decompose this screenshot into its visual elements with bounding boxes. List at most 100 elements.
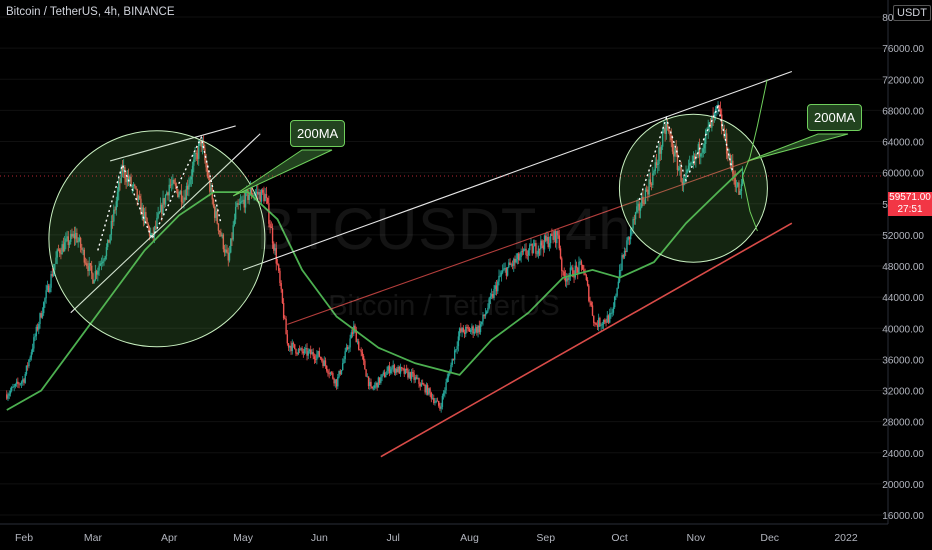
candle-body bbox=[721, 114, 723, 129]
candle-body bbox=[294, 344, 296, 349]
candle-body bbox=[657, 163, 659, 165]
candle-body bbox=[670, 135, 672, 141]
candle-body bbox=[658, 147, 660, 164]
candle-body bbox=[426, 385, 429, 395]
candle-body bbox=[52, 269, 55, 277]
price-tick-label: 16000.00 bbox=[882, 511, 924, 522]
candle-body bbox=[216, 211, 218, 224]
candle-body bbox=[514, 258, 516, 263]
candle-body bbox=[556, 231, 558, 244]
candle-body bbox=[12, 387, 14, 388]
ma-callout-pointer-right bbox=[747, 133, 849, 162]
candle-body bbox=[318, 351, 321, 357]
candle-body bbox=[700, 153, 702, 157]
candle-body bbox=[134, 184, 136, 187]
candle-body bbox=[435, 400, 437, 402]
candle-body bbox=[280, 283, 282, 290]
candle-body bbox=[355, 329, 357, 343]
candle-body bbox=[449, 373, 451, 375]
candle-body bbox=[595, 323, 597, 325]
candle-body bbox=[472, 326, 474, 334]
candle-body bbox=[724, 133, 727, 138]
candle-body bbox=[215, 211, 217, 218]
candle-body bbox=[506, 267, 509, 276]
candle-body bbox=[38, 324, 40, 330]
candle-body bbox=[533, 243, 536, 247]
candle-body bbox=[99, 263, 101, 266]
candle-body bbox=[425, 385, 428, 393]
candle-body bbox=[172, 179, 174, 185]
candle-body bbox=[201, 142, 204, 147]
candle-body bbox=[499, 275, 501, 277]
candle-body bbox=[271, 228, 274, 244]
candle-body bbox=[270, 227, 273, 229]
candle-body bbox=[719, 109, 722, 115]
candle-body bbox=[356, 341, 359, 343]
candle-body bbox=[314, 359, 317, 360]
candle-body bbox=[551, 233, 553, 237]
candle-body bbox=[586, 279, 589, 286]
candle-body bbox=[93, 280, 95, 284]
candle-body bbox=[374, 385, 376, 388]
price-tick-label: 36000.00 bbox=[882, 355, 924, 366]
double-top-pattern bbox=[97, 135, 222, 251]
candle-body bbox=[727, 153, 729, 159]
time-tick-label: Feb bbox=[15, 532, 33, 544]
candle-body bbox=[423, 384, 425, 386]
candle-body bbox=[214, 206, 216, 218]
candle-body bbox=[258, 192, 260, 195]
candle-body bbox=[361, 352, 364, 356]
candle-body bbox=[680, 166, 682, 182]
candle-body bbox=[221, 234, 223, 237]
candle-body bbox=[104, 256, 106, 260]
candle-body bbox=[305, 348, 307, 350]
candle-body bbox=[168, 184, 170, 196]
highlight-circle bbox=[48, 130, 266, 348]
time-axis bbox=[0, 524, 932, 550]
candle-body bbox=[494, 285, 496, 289]
candle-body bbox=[279, 270, 281, 284]
upper-channel-trendline bbox=[242, 70, 793, 271]
candle-body bbox=[456, 346, 458, 350]
candle-body bbox=[359, 349, 361, 351]
candle-body bbox=[84, 262, 87, 264]
candle-body bbox=[212, 199, 215, 207]
candle-body bbox=[589, 300, 591, 303]
candle-body bbox=[730, 160, 733, 166]
candle-body bbox=[463, 332, 466, 335]
currency-button[interactable]: USDT bbox=[893, 5, 931, 21]
candle-body bbox=[310, 349, 312, 355]
candle-body bbox=[260, 189, 263, 202]
candle-body bbox=[191, 165, 194, 177]
candle-body bbox=[129, 176, 131, 182]
highlight-circle bbox=[618, 113, 768, 263]
candle-body bbox=[263, 192, 265, 202]
candle-body bbox=[466, 326, 468, 328]
candle-body bbox=[590, 302, 592, 306]
candle-body bbox=[334, 379, 337, 384]
candle-body bbox=[209, 177, 211, 192]
projection-down bbox=[742, 175, 758, 232]
candle-body bbox=[508, 262, 510, 268]
candle-body bbox=[548, 243, 551, 248]
candle-body bbox=[431, 398, 434, 399]
candle-body bbox=[248, 194, 250, 201]
candle-body bbox=[621, 255, 623, 270]
candle-body bbox=[599, 317, 601, 326]
candle-body bbox=[648, 179, 650, 195]
candle-body bbox=[358, 341, 360, 350]
candle-body bbox=[79, 237, 82, 248]
candle-body bbox=[679, 166, 681, 169]
candle-body bbox=[45, 290, 47, 299]
candle-body bbox=[738, 182, 740, 195]
time-tick-label: Nov bbox=[687, 532, 706, 544]
symbol-header[interactable]: Bitcoin / TetherUS, 4h, BINANCE bbox=[6, 6, 175, 18]
candle-body bbox=[421, 383, 424, 385]
candle-body bbox=[609, 313, 611, 323]
candle-body bbox=[708, 122, 711, 127]
candle-body bbox=[29, 357, 31, 360]
candle-body bbox=[186, 185, 189, 190]
candle-body bbox=[278, 264, 280, 271]
candle-body bbox=[698, 144, 701, 157]
